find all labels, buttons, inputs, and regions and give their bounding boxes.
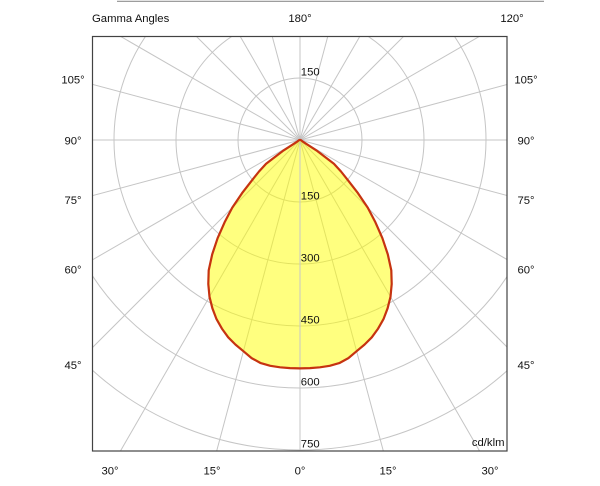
svg-text:15°: 15° <box>203 466 220 478</box>
svg-text:300: 300 <box>301 253 320 265</box>
svg-text:30°: 30° <box>481 466 498 478</box>
svg-text:120°: 120° <box>500 13 523 25</box>
svg-text:150: 150 <box>301 191 320 203</box>
svg-text:75°: 75° <box>517 195 534 207</box>
svg-text:Gamma Angles: Gamma Angles <box>92 13 170 25</box>
svg-text:105°: 105° <box>514 75 537 87</box>
svg-text:60°: 60° <box>517 265 534 277</box>
svg-text:180°: 180° <box>288 13 311 25</box>
svg-text:150: 150 <box>301 67 320 79</box>
svg-text:600: 600 <box>301 377 320 389</box>
svg-text:75°: 75° <box>64 195 81 207</box>
svg-text:0°: 0° <box>295 466 306 478</box>
svg-text:cd/klm: cd/klm <box>472 437 505 449</box>
svg-text:60°: 60° <box>64 265 81 277</box>
svg-text:105°: 105° <box>61 75 84 87</box>
svg-text:45°: 45° <box>64 360 81 372</box>
svg-text:750: 750 <box>301 439 320 451</box>
svg-text:90°: 90° <box>517 136 534 148</box>
svg-text:90°: 90° <box>64 136 81 148</box>
svg-text:45°: 45° <box>517 360 534 372</box>
svg-text:15°: 15° <box>379 466 396 478</box>
svg-text:30°: 30° <box>101 466 118 478</box>
svg-text:450: 450 <box>301 315 320 327</box>
